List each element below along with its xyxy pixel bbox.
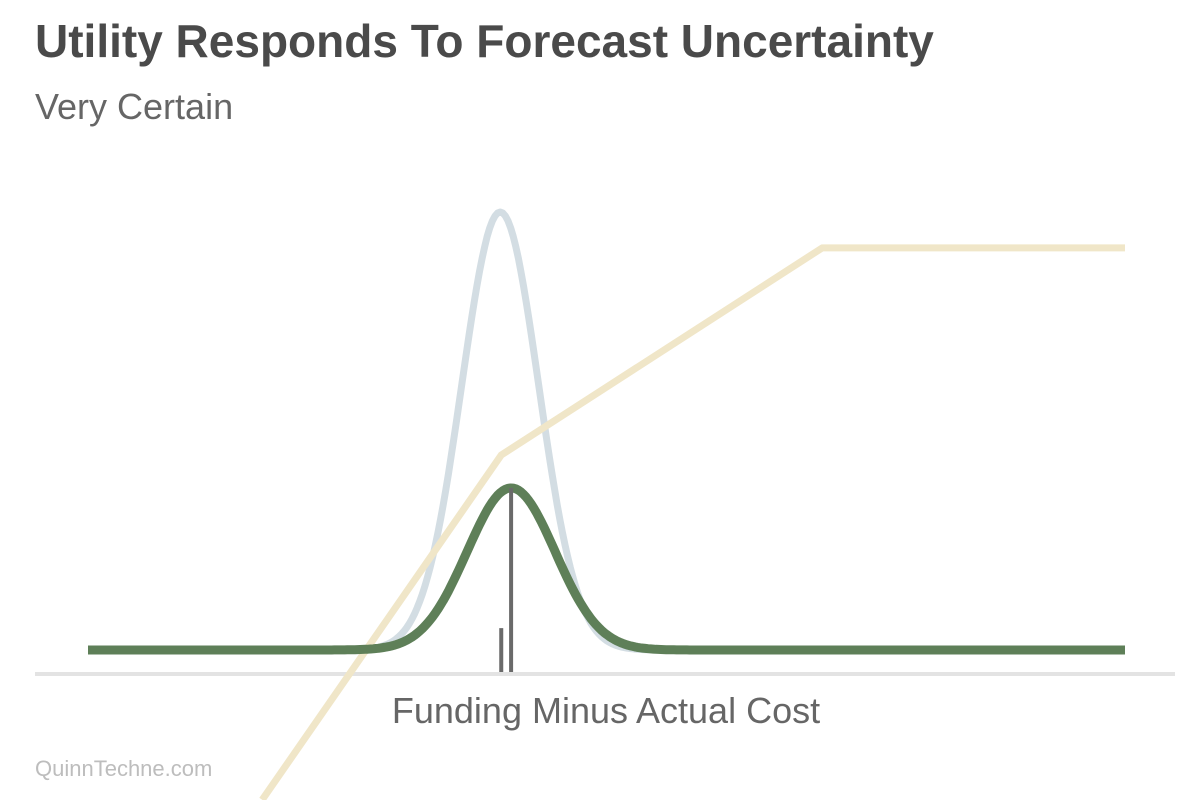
chart-subtitle: Very Certain bbox=[35, 86, 234, 127]
credit-watermark: QuinnTechne.com bbox=[35, 756, 213, 781]
utility-line bbox=[259, 244, 1125, 800]
forecast-distribution-line bbox=[87, 208, 1126, 654]
x-axis-label: Funding Minus Actual Cost bbox=[391, 690, 821, 731]
expected-utility-density-line bbox=[86, 483, 1127, 655]
chart-title: Utility Responds To Forecast Uncertainty bbox=[35, 15, 934, 67]
